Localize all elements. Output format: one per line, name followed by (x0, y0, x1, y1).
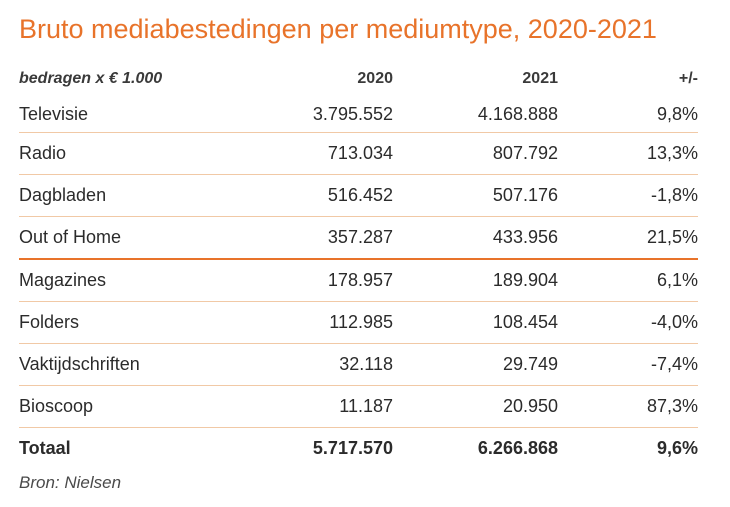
total-2021: 6.266.868 (477, 438, 558, 458)
source-note: Bron: Nielsen (19, 473, 122, 492)
table-row: Radio 713.034 807.792 13,3% (19, 132, 698, 175)
medium-name: Televisie (19, 96, 233, 133)
value-2020: 32.118 (233, 343, 393, 386)
header-amounts-label: bedragen x € 1.000 (19, 70, 163, 87)
change-value: 6,1% (558, 259, 698, 302)
medium-name: Out of Home (19, 216, 233, 260)
change-value: 87,3% (558, 385, 698, 428)
table-row: Bioscoop 11.187 20.950 87,3% (19, 385, 698, 428)
value-2020: 112.985 (233, 301, 393, 344)
change-value: -7,4% (558, 343, 698, 386)
total-label: Totaal (19, 438, 71, 458)
change-value: -4,0% (558, 301, 698, 344)
page-title: Bruto mediabestedingen per mediumtype, 2… (19, 14, 657, 44)
change-value: 21,5% (558, 216, 698, 260)
table-row: Out of Home 357.287 433.956 21,5% (19, 216, 698, 260)
header-2021: 2021 (522, 70, 558, 87)
value-2021: 108.454 (393, 301, 558, 344)
medium-name: Bioscoop (19, 385, 233, 428)
value-2020: 3.795.552 (233, 96, 393, 133)
table-row: Vaktijdschriften 32.118 29.749 -7,4% (19, 343, 698, 386)
total-change: 9,6% (656, 438, 698, 458)
value-2020: 516.452 (233, 174, 393, 217)
value-2021: 29.749 (393, 343, 558, 386)
value-2021: 4.168.888 (393, 96, 558, 133)
change-value: -1,8% (558, 174, 698, 217)
medium-name: Vaktijdschriften (19, 343, 233, 386)
table-row: Dagbladen 516.452 507.176 -1,8% (19, 174, 698, 217)
medium-name: Magazines (19, 259, 233, 302)
medium-name: Folders (19, 301, 233, 344)
medium-name: Dagbladen (19, 174, 233, 217)
change-value: 13,3% (558, 132, 698, 175)
value-2021: 20.950 (393, 385, 558, 428)
value-2021: 189.904 (393, 259, 558, 302)
value-2020: 11.187 (233, 385, 393, 428)
total-2020: 5.717.570 (312, 438, 393, 458)
header-2020: 2020 (357, 70, 393, 87)
table-row: Folders 112.985 108.454 -4,0% (19, 301, 698, 344)
media-spend-table: bedragen x € 1.000 2020 2021 +/- Televis… (19, 62, 698, 469)
change-value: 9,8% (558, 96, 698, 133)
value-2020: 713.034 (233, 132, 393, 175)
table-header-row: bedragen x € 1.000 2020 2021 +/- (19, 62, 698, 96)
value-2021: 807.792 (393, 132, 558, 175)
value-2020: 357.287 (233, 216, 393, 260)
value-2020: 178.957 (233, 259, 393, 302)
total-row: Totaal 5.717.570 6.266.868 9,6% (19, 428, 698, 470)
medium-name: Radio (19, 132, 233, 175)
value-2021: 507.176 (393, 174, 558, 217)
table-row: Televisie 3.795.552 4.168.888 9,8% (19, 96, 698, 133)
value-2021: 433.956 (393, 216, 558, 260)
header-change: +/- (678, 70, 698, 87)
table-row: Magazines 178.957 189.904 6,1% (19, 259, 698, 302)
